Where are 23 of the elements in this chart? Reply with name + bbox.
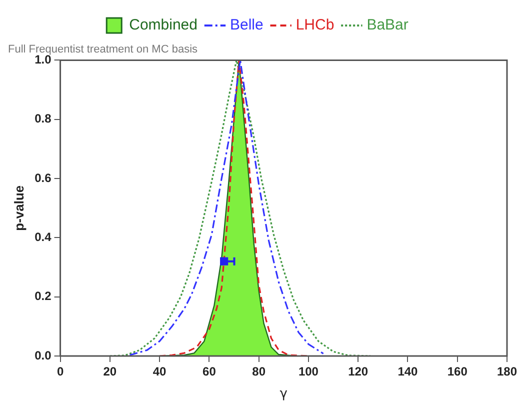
line-series	[109, 60, 372, 356]
x-tick-label: 100	[298, 364, 319, 379]
legend-label: Belle	[230, 16, 264, 34]
x-tick-label: 160	[447, 364, 468, 379]
legend-label: Combined	[129, 16, 198, 34]
legend-label: BaBar	[366, 16, 408, 34]
x-tick-label: 0	[56, 364, 64, 379]
x-tick-label: 40	[152, 364, 167, 379]
y-axis-title: p-value	[11, 185, 26, 231]
legend-label: LHCb	[296, 16, 334, 34]
line-series	[128, 60, 324, 356]
x-axis-title: γ	[280, 386, 288, 402]
x-tick-label: 180	[496, 364, 518, 379]
y-tick-label: 0.6	[34, 170, 52, 185]
y-tick-label: 0.2	[34, 289, 52, 304]
y-tick-label: 0.0	[34, 348, 52, 362]
x-tick-label: 80	[252, 364, 266, 379]
x-tick-label: 20	[103, 364, 117, 379]
y-tick-label: 0.4	[34, 230, 52, 244]
x-tick-label: 120	[348, 364, 368, 379]
y-tick-label: 0.8	[34, 112, 52, 126]
x-tick-label: 60	[202, 364, 216, 379]
x-tick-label: 140	[398, 364, 418, 379]
